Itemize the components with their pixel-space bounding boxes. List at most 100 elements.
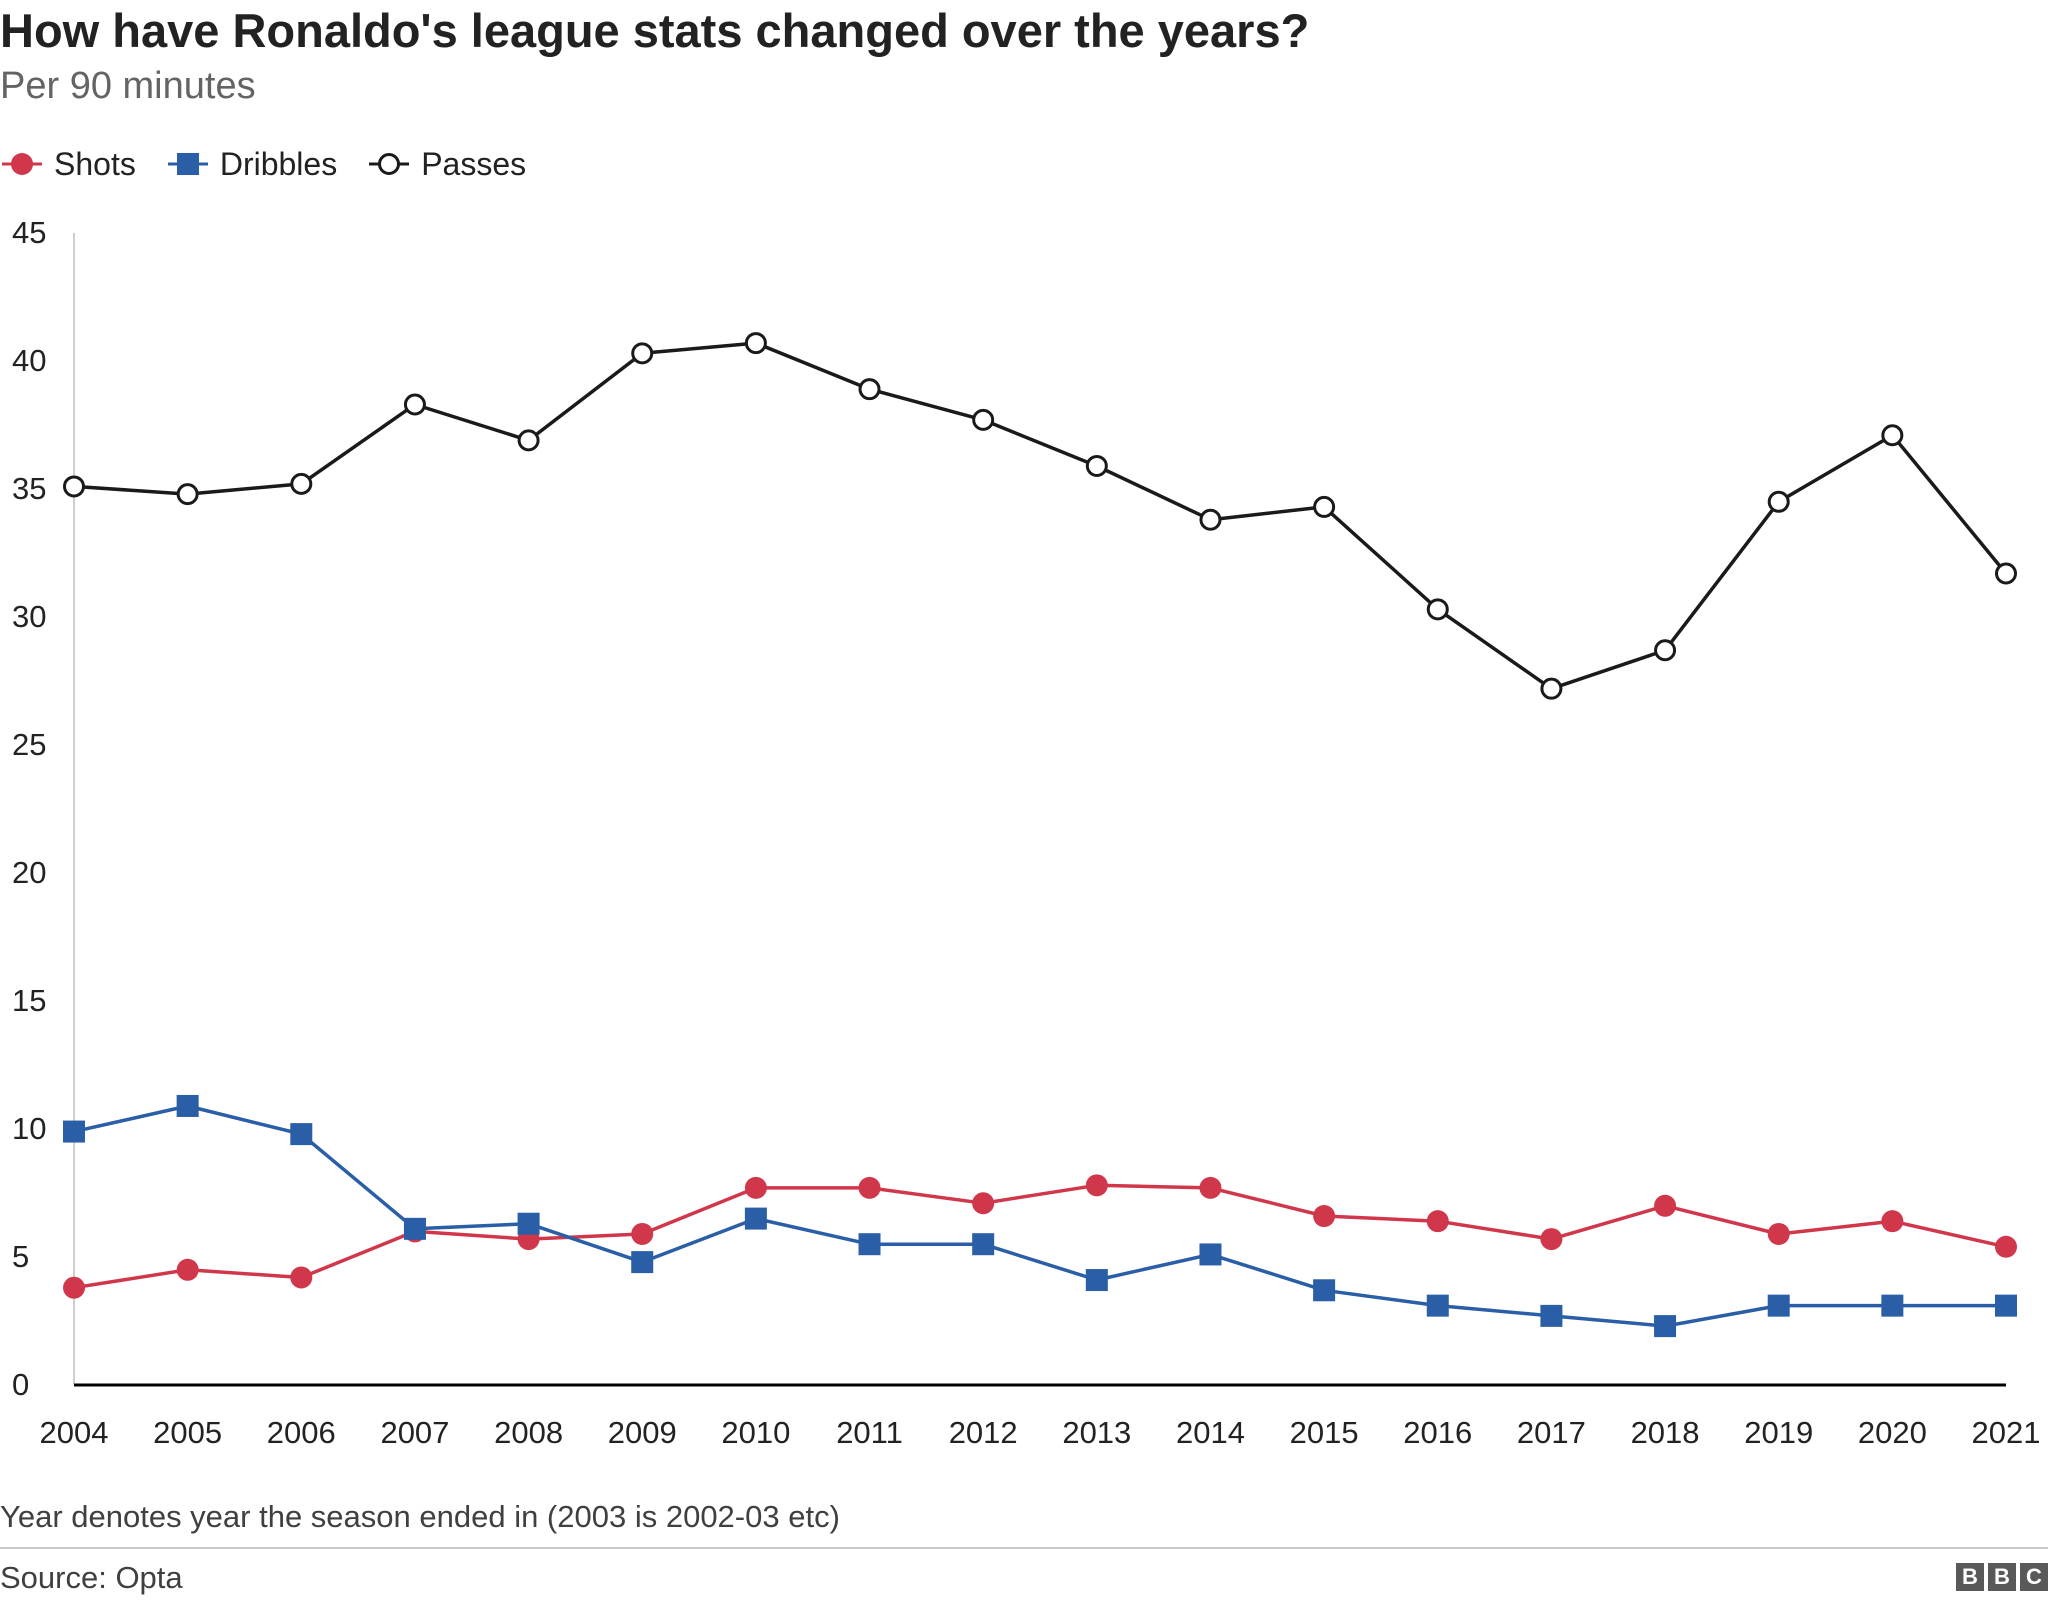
data-point-shots [972, 1192, 995, 1215]
data-point-passes [744, 332, 767, 355]
passes-legend-marker-icon [369, 153, 410, 175]
data-point-passes [517, 429, 540, 452]
legend-label-dribbles: Dribbles [219, 146, 338, 182]
data-point-passes [290, 472, 313, 495]
data-point-shots [1085, 1174, 1108, 1197]
data-point-passes [1426, 598, 1449, 621]
bbc-logo: B B C [1952, 1563, 2048, 1591]
x-tick-label: 2014 [1176, 1415, 1245, 1450]
data-point-shots [1654, 1194, 1677, 1217]
data-point-passes [858, 378, 881, 401]
data-point-dribbles [1540, 1304, 1563, 1327]
chart-subtitle: Per 90 minutes [0, 65, 256, 107]
x-tick-label: 2017 [1517, 1415, 1586, 1450]
data-point-shots [1426, 1210, 1449, 1233]
data-point-shots [290, 1266, 313, 1289]
data-point-dribbles [517, 1212, 540, 1235]
data-point-shots [631, 1222, 654, 1245]
y-tick-label: 35 [12, 471, 46, 506]
x-tick-label: 2019 [1744, 1415, 1813, 1450]
chart-title: How have Ronaldo's league stats changed … [0, 4, 1310, 57]
x-tick-label: 2020 [1858, 1415, 1927, 1450]
legend-label-passes: Passes [421, 146, 527, 182]
x-tick-label: 2015 [1290, 1415, 1359, 1450]
y-tick-label: 40 [12, 343, 46, 378]
x-tick-label: 2006 [267, 1415, 336, 1450]
x-tick-label: 2005 [153, 1415, 222, 1450]
data-point-passes [972, 408, 995, 431]
y-tick-label: 25 [12, 727, 46, 762]
series-line-dribbles [72, 1104, 2008, 1328]
data-point-passes [403, 393, 426, 416]
data-point-shots [1767, 1222, 1790, 1245]
y-tick-label: 30 [12, 599, 46, 634]
data-point-shots [858, 1176, 881, 1199]
y-tick-label: 20 [12, 855, 46, 890]
data-point-passes [1767, 490, 1790, 513]
data-point-shots [1313, 1205, 1336, 1228]
x-tick-label: 2013 [1062, 1415, 1131, 1450]
data-point-dribbles [63, 1120, 85, 1143]
data-point-shots [176, 1258, 199, 1281]
data-point-dribbles [1085, 1269, 1108, 1292]
data-point-dribbles [403, 1217, 426, 1240]
x-tick-label: 2010 [721, 1415, 790, 1450]
data-point-dribbles [1199, 1243, 1222, 1266]
data-point-passes [1199, 508, 1222, 531]
series-line-passes [72, 341, 2008, 691]
data-point-passes [1881, 424, 1904, 447]
x-tick-label: 2012 [949, 1415, 1018, 1450]
x-tick-label: 2004 [40, 1415, 109, 1450]
footer-divider [0, 1547, 2048, 1549]
data-point-dribbles [744, 1207, 767, 1230]
data-point-shots [63, 1276, 85, 1299]
data-point-shots [1995, 1235, 2017, 1258]
y-tick-label: 45 [12, 215, 46, 250]
x-tick-label: 2007 [380, 1415, 449, 1450]
data-point-passes [1654, 639, 1677, 662]
data-point-dribbles [1767, 1294, 1790, 1317]
data-point-shots [1199, 1176, 1222, 1199]
data-point-shots [744, 1176, 767, 1199]
data-point-dribbles [1426, 1294, 1449, 1317]
data-point-passes [1313, 495, 1336, 518]
chart-source: Source: Opta [0, 1560, 183, 1595]
y-tick-label: 15 [12, 983, 46, 1018]
legend-label-shots: Shots [54, 146, 136, 182]
data-point-passes [1540, 677, 1563, 700]
data-point-dribbles [176, 1094, 199, 1117]
bbc-logo-letter: C [2020, 1563, 2048, 1591]
series-line-shots [72, 1183, 2008, 1290]
data-point-dribbles [631, 1251, 654, 1274]
data-point-passes [631, 342, 654, 365]
x-tick-label: 2009 [608, 1415, 677, 1450]
data-point-shots [1540, 1228, 1563, 1251]
x-tick-label: 2018 [1631, 1415, 1700, 1450]
y-tick-label: 10 [12, 1111, 46, 1146]
data-point-dribbles [1654, 1315, 1677, 1338]
data-point-shots [1881, 1210, 1904, 1233]
x-tick-label: 2011 [836, 1415, 903, 1450]
data-point-dribbles [1881, 1294, 1904, 1317]
data-point-passes [63, 475, 85, 498]
shots-legend-marker-icon [2, 153, 42, 175]
legend-item-shots: Shots [0, 140, 136, 188]
bbc-logo-letter: B [1956, 1563, 1984, 1591]
legend-item-dribbles: Dribbles [166, 140, 337, 188]
data-point-passes [176, 483, 199, 506]
bbc-logo-letter: B [1988, 1563, 2016, 1591]
data-point-dribbles [290, 1123, 313, 1146]
data-point-dribbles [1313, 1279, 1336, 1302]
y-tick-label: 5 [12, 1239, 29, 1274]
data-point-dribbles [1995, 1294, 2017, 1317]
legend: Shots Dribbles Passes [0, 138, 556, 190]
y-tick-label: 0 [12, 1367, 29, 1402]
x-tick-label: 2008 [494, 1415, 563, 1450]
data-point-passes [1995, 562, 2017, 585]
data-point-dribbles [972, 1233, 995, 1256]
data-point-dribbles [858, 1233, 881, 1256]
chart-footnote: Year denotes year the season ended in (2… [0, 1499, 840, 1534]
data-point-passes [1085, 454, 1108, 477]
dribbles-legend-marker-icon [167, 153, 208, 175]
